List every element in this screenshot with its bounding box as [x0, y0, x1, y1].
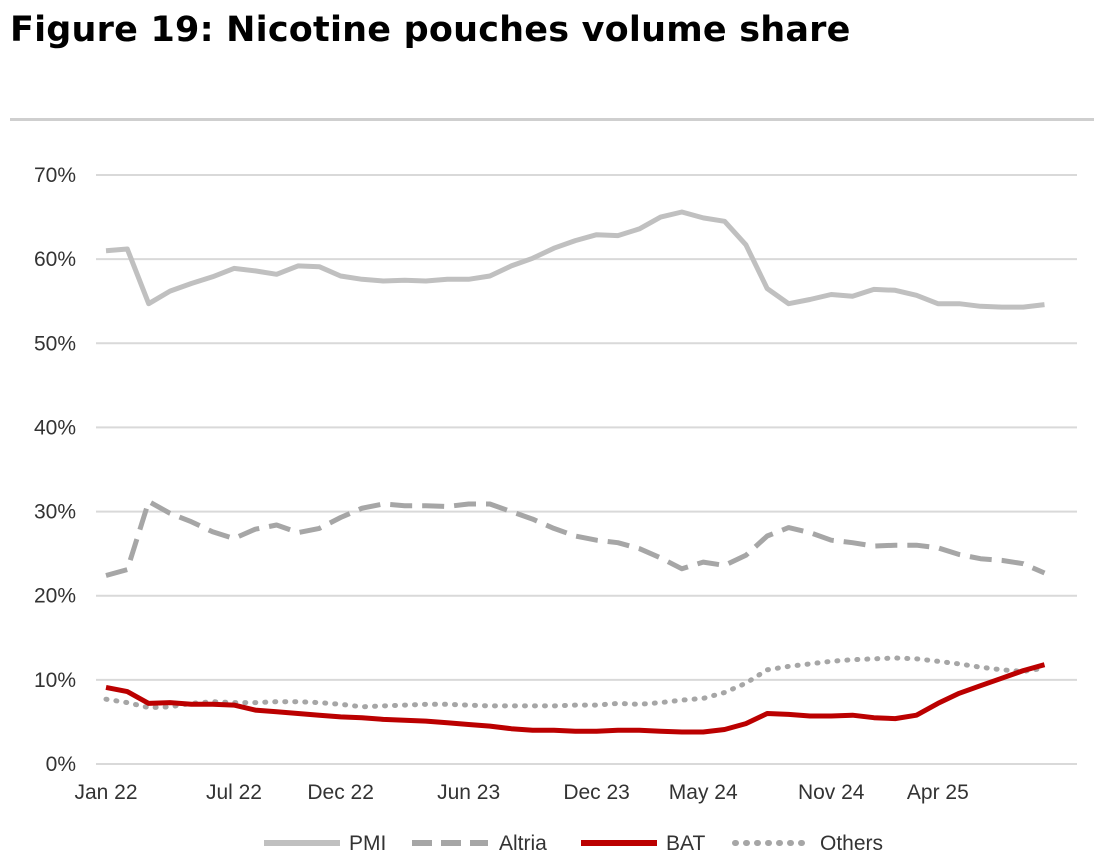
series-line-bat	[105, 662, 1046, 735]
x-axis-tick-labels: Jan 22 Jul 22 Dec 22 Jun 23 Dec 23 May 24 Nov …	[74, 781, 968, 804]
y-tick-label: 50%	[34, 332, 76, 355]
x-tick-label: Dec 23	[563, 781, 630, 804]
series-line-altria	[105, 499, 1046, 578]
y-tick-label: 40%	[34, 416, 76, 439]
series-line-others	[103, 655, 1047, 711]
x-tick-label: Jan 22	[74, 781, 137, 804]
y-tick-label: 70%	[34, 164, 76, 187]
y-tick-label: 30%	[34, 501, 76, 524]
title-divider	[10, 118, 1094, 121]
legend: PMI Altria BAT Others	[264, 832, 883, 855]
x-tick-label: Apr 25	[907, 781, 969, 804]
legend-label-altria: Altria	[499, 832, 547, 855]
legend-label-pmi: PMI	[349, 832, 386, 855]
x-tick-label: Jul 22	[206, 781, 262, 804]
series-lines	[103, 209, 1047, 735]
x-tick-label: Nov 24	[798, 781, 865, 804]
y-tick-label: 0%	[46, 753, 76, 776]
legend-label-bat: BAT	[666, 832, 705, 855]
y-axis-tick-labels: 0% 10% 20% 30% 40% 50% 60% 70%	[34, 164, 76, 776]
legend-label-others: Others	[820, 832, 883, 855]
y-tick-label: 10%	[34, 669, 76, 692]
gridlines	[96, 174, 1077, 765]
y-tick-label: 20%	[34, 585, 76, 608]
x-tick-label: Jun 23	[437, 781, 500, 804]
figure-title: Figure 19: Nicotine pouches volume share	[10, 10, 851, 50]
y-tick-label: 60%	[34, 248, 76, 271]
x-tick-label: Dec 22	[307, 781, 374, 804]
series-line-pmi	[105, 209, 1045, 310]
x-tick-label: May 24	[669, 781, 738, 804]
